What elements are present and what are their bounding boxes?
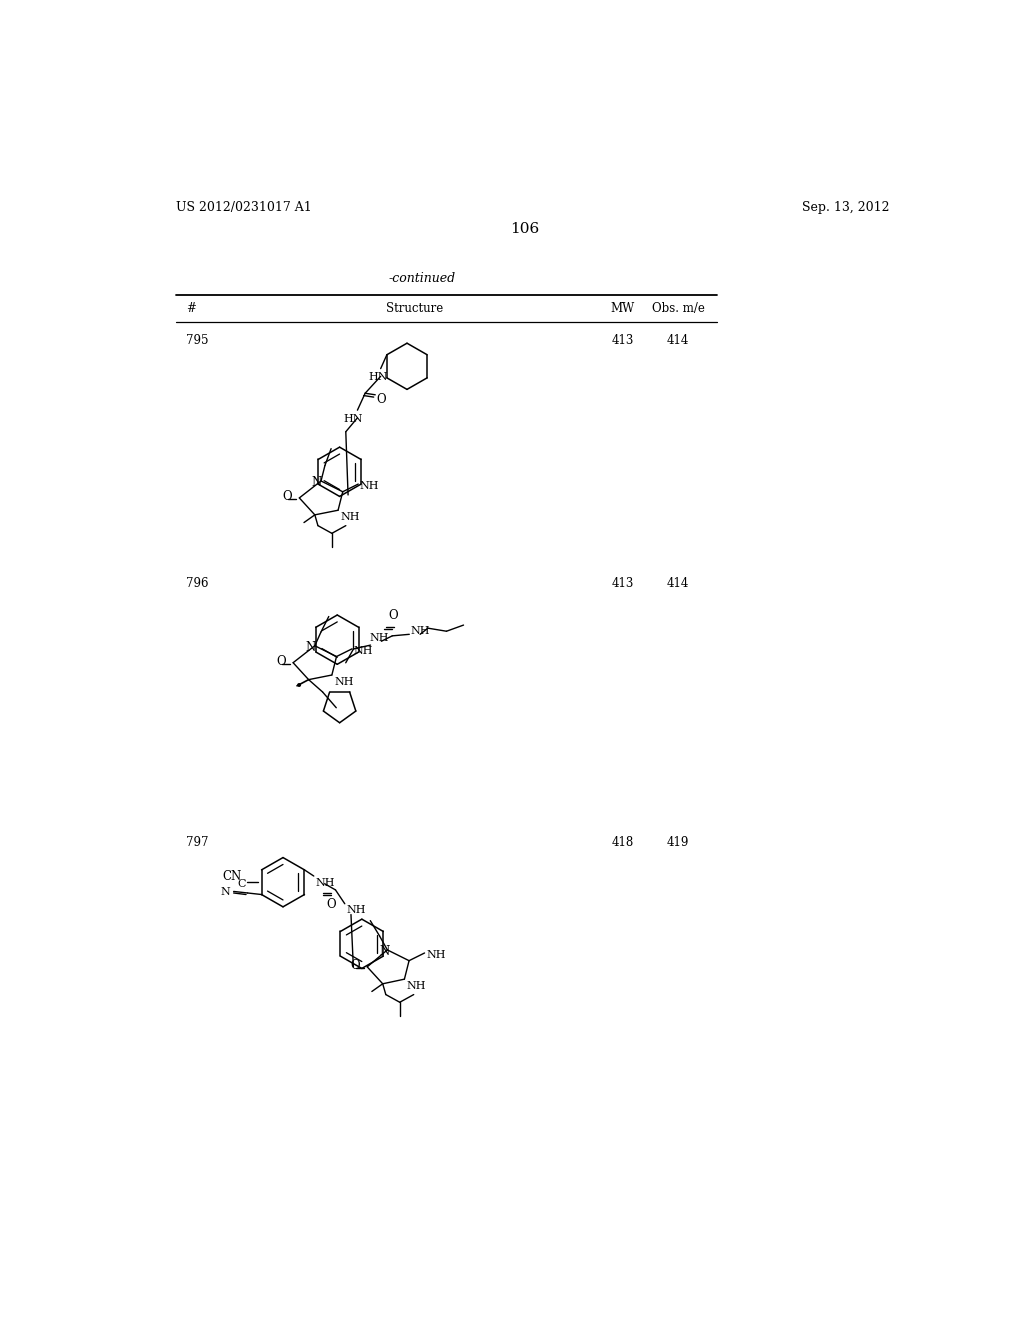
Text: NH: NH <box>411 626 430 636</box>
Text: Obs. m/e: Obs. m/e <box>652 302 705 315</box>
Text: •: • <box>295 680 303 694</box>
Text: O: O <box>283 490 292 503</box>
Text: NH: NH <box>346 906 366 915</box>
Text: N: N <box>379 945 389 958</box>
Text: Sep. 13, 2012: Sep. 13, 2012 <box>802 201 890 214</box>
Text: 797: 797 <box>186 836 209 849</box>
Text: NH: NH <box>340 512 359 521</box>
Text: C: C <box>238 879 246 888</box>
Text: 414: 414 <box>667 334 689 347</box>
Text: O: O <box>388 609 398 622</box>
Text: Structure: Structure <box>386 302 443 315</box>
Text: HN: HN <box>369 372 388 383</box>
Text: NH: NH <box>353 645 373 656</box>
Text: 795: 795 <box>186 334 209 347</box>
Text: 413: 413 <box>611 577 634 590</box>
Text: HN: HN <box>343 414 362 424</box>
Text: O: O <box>377 393 386 407</box>
Text: O: O <box>276 655 286 668</box>
Text: O: O <box>350 958 359 972</box>
Text: NH: NH <box>359 480 379 491</box>
Text: 106: 106 <box>510 222 540 235</box>
Text: NH: NH <box>426 950 445 960</box>
Text: 418: 418 <box>611 836 634 849</box>
Text: 414: 414 <box>667 577 689 590</box>
Text: N: N <box>221 887 230 898</box>
Text: NH: NH <box>334 677 353 686</box>
Text: MW: MW <box>610 302 635 315</box>
Text: N: N <box>305 640 315 653</box>
Text: O: O <box>327 898 336 911</box>
Text: 413: 413 <box>611 334 634 347</box>
Text: 419: 419 <box>667 836 689 849</box>
Text: NH: NH <box>315 878 335 887</box>
Text: 796: 796 <box>186 577 209 590</box>
Text: NH: NH <box>407 981 426 991</box>
Text: #: # <box>186 302 196 315</box>
Text: -continued: -continued <box>389 272 456 285</box>
Text: NH: NH <box>369 632 388 643</box>
Text: US 2012/0231017 A1: US 2012/0231017 A1 <box>176 201 311 214</box>
Text: N: N <box>311 477 322 488</box>
Text: CN: CN <box>222 870 241 883</box>
